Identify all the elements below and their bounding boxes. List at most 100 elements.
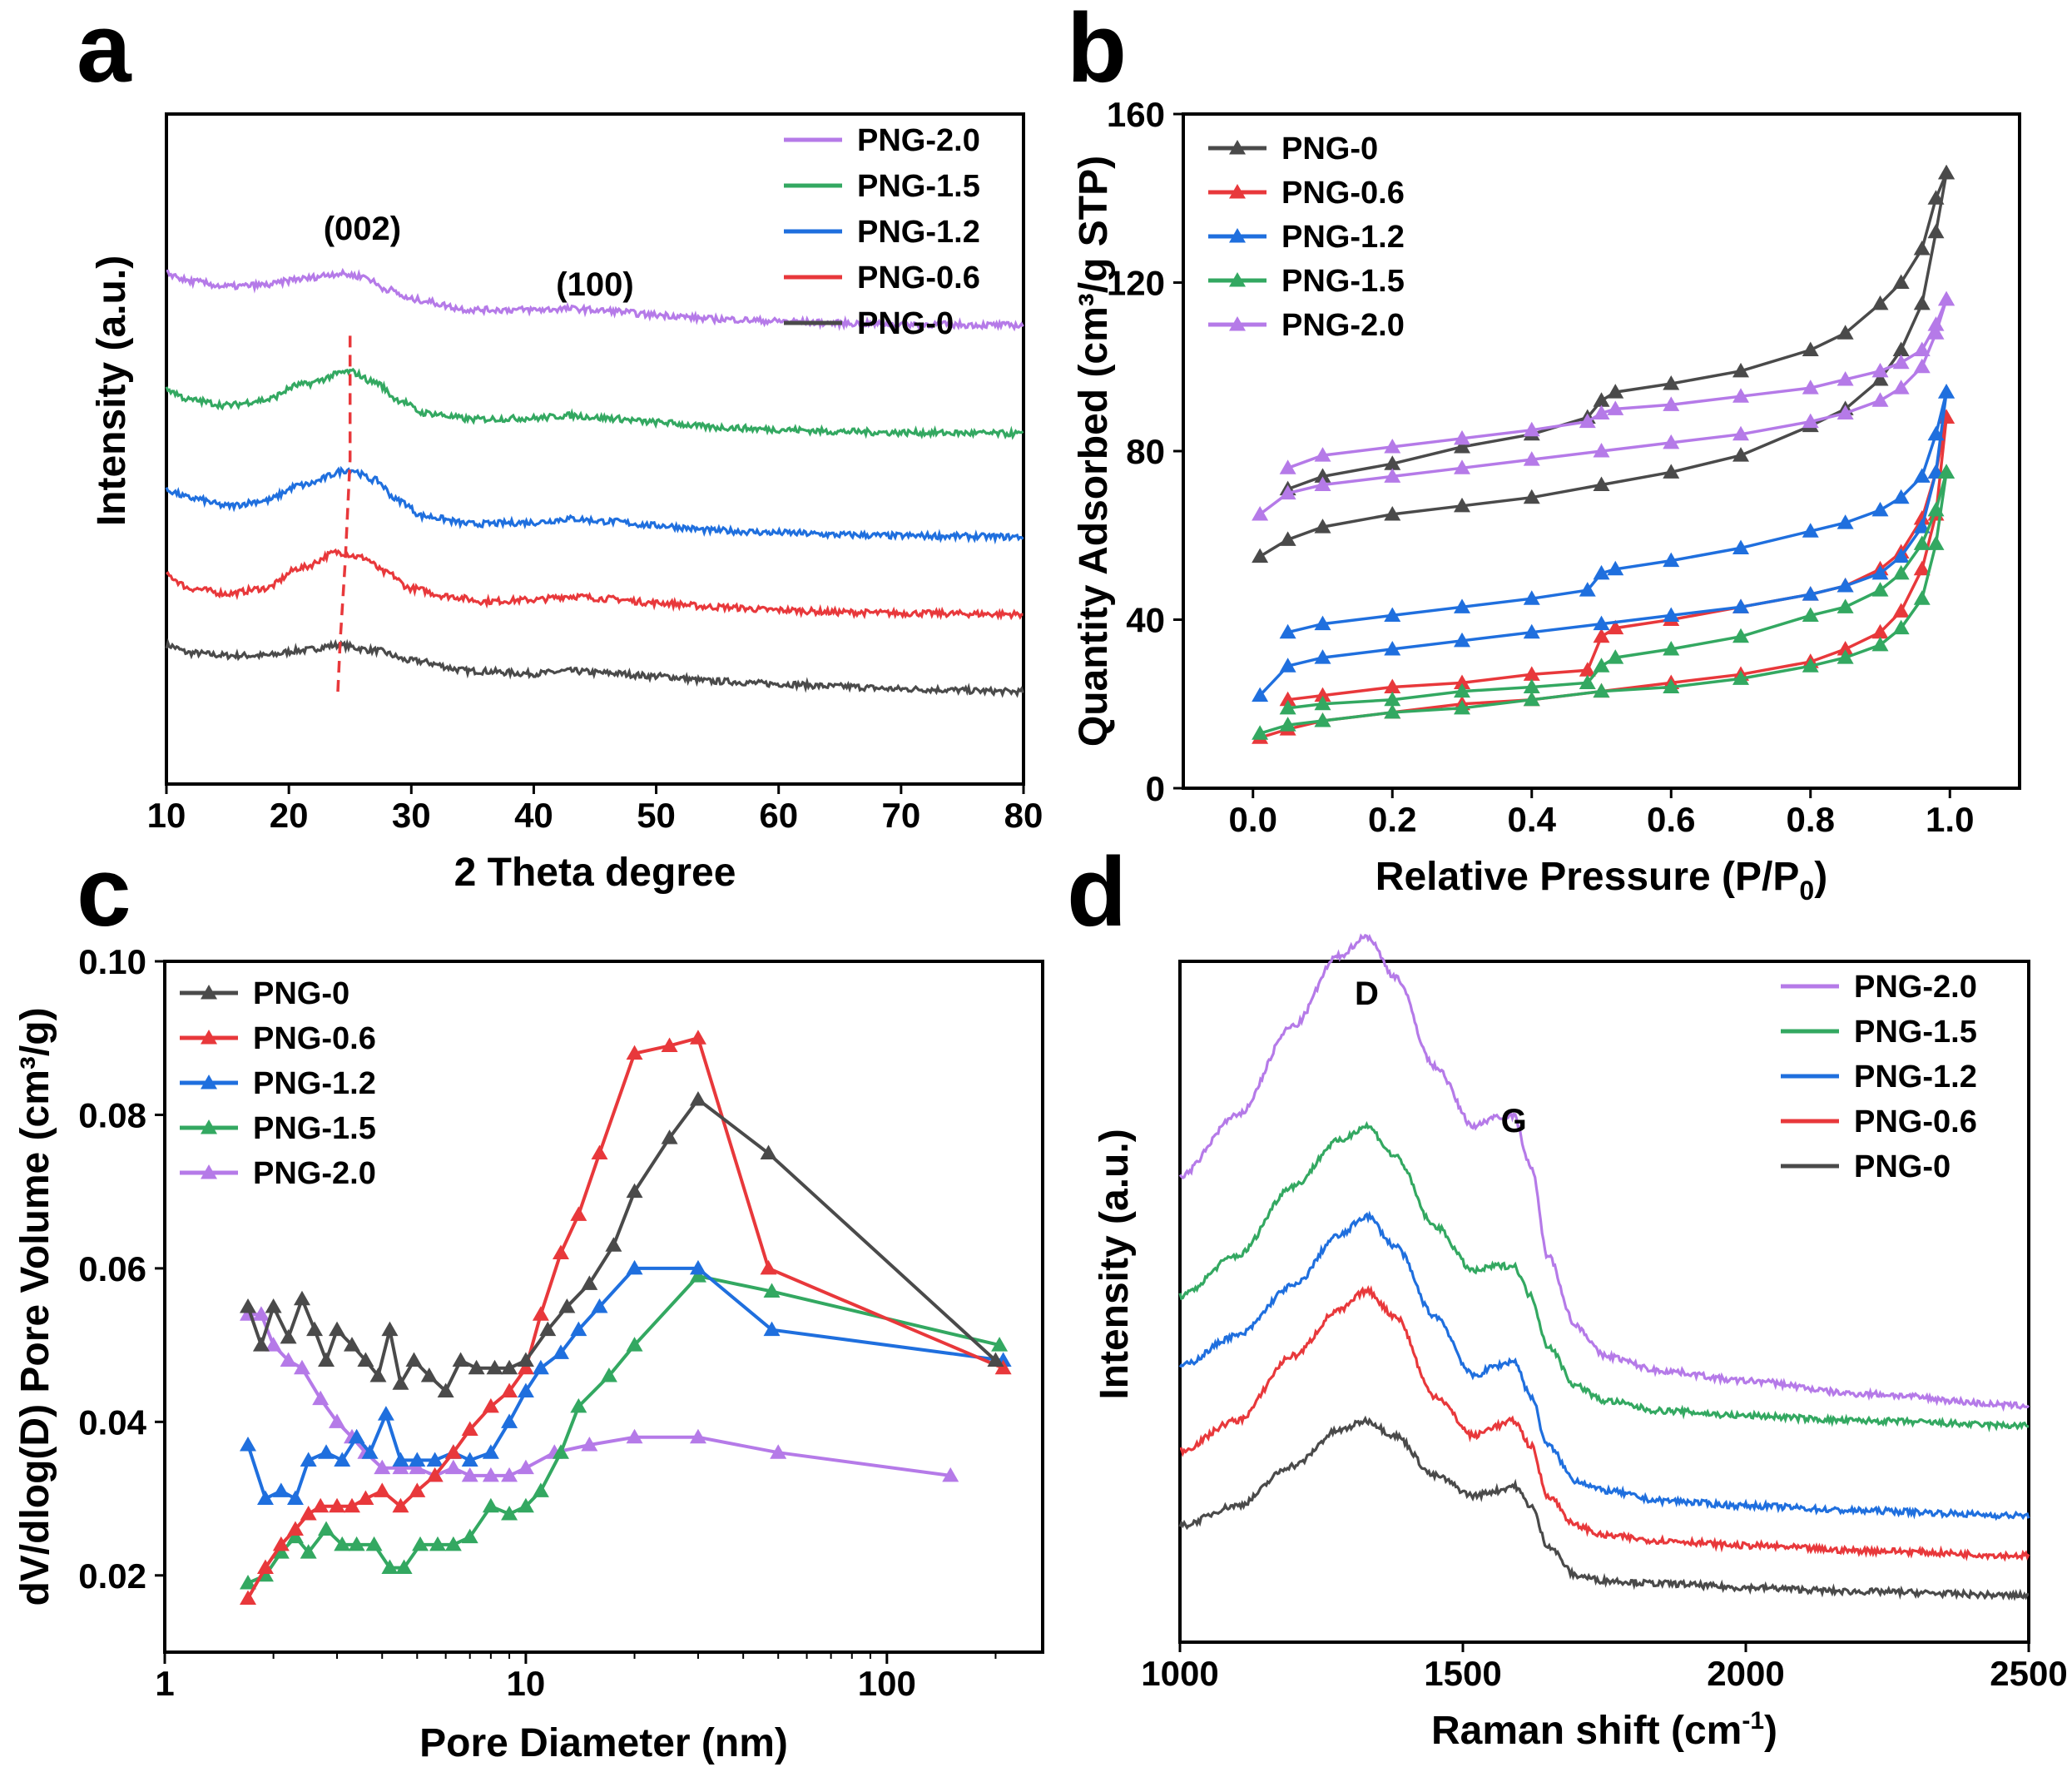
data-point xyxy=(293,1290,310,1306)
legend-marker-png-1-2 xyxy=(201,1075,217,1090)
panel-label-c: c xyxy=(77,837,131,947)
data-point xyxy=(1314,615,1331,631)
annotation-d-band: D xyxy=(1355,975,1379,1012)
data-point xyxy=(357,1352,374,1367)
data-point xyxy=(1279,623,1296,639)
data-point xyxy=(1314,519,1331,534)
data-point xyxy=(239,1298,256,1313)
data-point xyxy=(1892,619,1910,635)
data-point xyxy=(1927,535,1945,550)
data-point xyxy=(1314,476,1331,491)
legend-item-png-0-6: PNG-0.6 xyxy=(1208,176,1405,211)
data-point xyxy=(392,1459,409,1475)
data-point xyxy=(1927,464,1945,479)
data-point xyxy=(1252,505,1269,521)
data-point xyxy=(392,1497,409,1513)
data-point xyxy=(272,1482,290,1497)
y-tick-label: 0.10 xyxy=(78,942,146,981)
data-point xyxy=(532,1306,549,1321)
data-point xyxy=(1871,370,1889,386)
data-point xyxy=(461,1452,478,1467)
y-tick-label: 160 xyxy=(1107,95,1165,134)
plot-frame xyxy=(165,112,1025,786)
data-point xyxy=(256,1559,274,1575)
series-line-adsorption xyxy=(1259,172,1948,558)
y-axis-label: dV/dlog(D) Pore Volume (cm³/g) xyxy=(13,1007,57,1606)
data-point xyxy=(1663,640,1680,656)
data-point xyxy=(1523,451,1540,466)
data-point xyxy=(1314,695,1331,711)
data-point xyxy=(1892,603,1910,618)
series-line-png-0 xyxy=(1178,1415,2029,1601)
series-line-png-1-2 xyxy=(1178,1210,2030,1521)
data-point xyxy=(1732,670,1749,685)
series-png-1-5 xyxy=(1252,464,1956,740)
legend-marker-png-1-5 xyxy=(201,1119,217,1134)
data-point xyxy=(1593,683,1610,698)
data-point xyxy=(318,1352,335,1367)
y-tick-label: 0.06 xyxy=(78,1249,146,1288)
y-tick-label: 0.08 xyxy=(78,1095,146,1134)
legend-item-png-0-6: PNG-0.6 xyxy=(180,1021,376,1056)
data-point xyxy=(329,1321,346,1337)
series-line-png-1-2 xyxy=(165,465,1024,545)
data-point xyxy=(1384,691,1401,707)
y-axis-label: Intensity (a.u.) xyxy=(90,256,134,526)
y-tick-label: 80 xyxy=(1126,432,1165,471)
data-point xyxy=(581,1275,598,1290)
data-point xyxy=(1892,380,1910,395)
data-point xyxy=(300,1452,317,1467)
x-tick-label: 2000 xyxy=(1707,1654,1784,1693)
data-point xyxy=(1252,725,1269,740)
data-point xyxy=(517,1382,534,1397)
y-tick-label: 0 xyxy=(1146,769,1165,808)
data-point xyxy=(1892,274,1910,289)
x-tick-label: 0.2 xyxy=(1368,800,1416,839)
data-point xyxy=(1523,666,1540,681)
legend: PNG-2.0 PNG-1.5 PNG-1.2 PNG-0.6 PNG-0 xyxy=(1781,970,1977,1184)
x-axis-label: Pore Diameter (nm) xyxy=(419,1721,788,1765)
data-point xyxy=(1663,607,1680,622)
data-point xyxy=(763,1283,781,1298)
x-axis-label-end: ) xyxy=(1814,855,1827,899)
x-tick-label: 1.0 xyxy=(1926,800,1974,839)
data-point xyxy=(1837,649,1854,664)
data-point xyxy=(1384,505,1401,521)
data-point xyxy=(626,1183,643,1199)
data-point xyxy=(1802,341,1819,356)
plot-frame xyxy=(1178,960,2030,1644)
data-point xyxy=(409,1482,426,1497)
legend-marker-png-1-5 xyxy=(1229,272,1246,287)
data-point xyxy=(552,1344,569,1359)
data-point xyxy=(1927,425,1945,441)
data-point xyxy=(1732,598,1749,613)
data-point xyxy=(482,1467,499,1482)
series-line-png-2-0 xyxy=(166,267,1024,332)
data-point xyxy=(343,1337,360,1352)
data-point xyxy=(1384,678,1401,693)
data-point xyxy=(517,1359,534,1375)
data-point xyxy=(689,1428,706,1444)
data-point xyxy=(444,1444,462,1459)
legend-label-png-1-5: PNG-1.5 xyxy=(1854,1015,1977,1050)
legend-item-png-1-2: PNG-1.2 xyxy=(784,215,980,250)
data-point xyxy=(1892,548,1910,563)
data-point xyxy=(501,1506,518,1521)
data-point xyxy=(626,1045,643,1060)
data-point xyxy=(482,1397,499,1413)
series-line xyxy=(246,1097,997,1394)
legend-item-png-0: PNG-0 xyxy=(180,976,349,1011)
legend-label-png-1-5: PNG-1.5 xyxy=(857,169,980,204)
data-point xyxy=(1523,678,1540,693)
x-tick-label: 20 xyxy=(270,796,309,835)
data-point xyxy=(1314,649,1331,664)
data-point xyxy=(1663,434,1680,449)
data-point xyxy=(1892,354,1910,370)
data-point xyxy=(1523,489,1540,504)
data-point xyxy=(558,1298,576,1313)
data-point xyxy=(409,1459,426,1475)
data-point xyxy=(286,1528,304,1544)
data-point xyxy=(605,1237,622,1252)
legend-marker-png-0 xyxy=(1229,140,1246,155)
data-point xyxy=(1384,468,1401,483)
